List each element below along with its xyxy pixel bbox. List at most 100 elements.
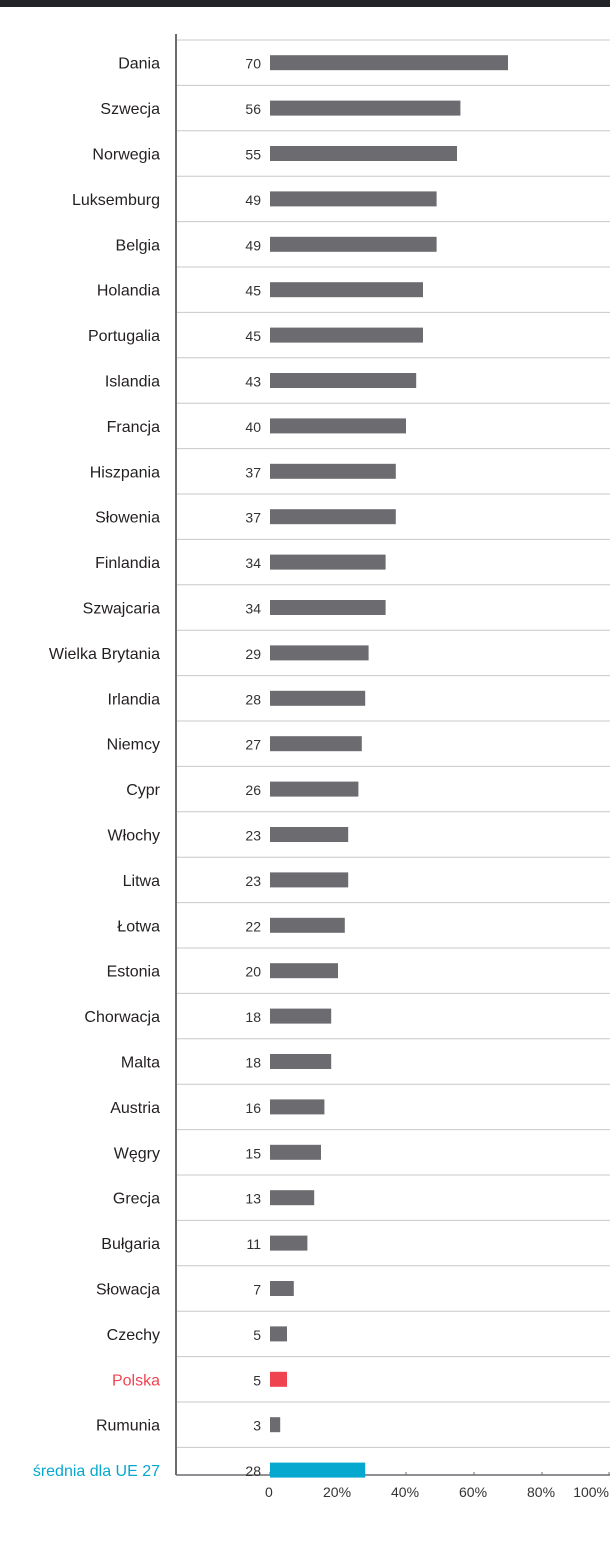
value-label-slowenia: 37 (245, 510, 261, 526)
bar-srednia-dla-ue-27 (270, 1462, 366, 1478)
value-label-wielka-brytania: 29 (245, 646, 261, 662)
bar-grecja (270, 1190, 315, 1206)
value-label-grecja: 13 (245, 1191, 261, 1207)
value-label-estonia: 20 (245, 964, 261, 980)
value-label-szwecja: 56 (245, 101, 261, 117)
x-tick-label: 100% (573, 1484, 609, 1500)
bar-slowacja (270, 1281, 294, 1296)
value-label-wlochy: 23 (245, 828, 261, 844)
category-label-lotwa: Łotwa (117, 918, 160, 935)
bar-litwa (270, 872, 349, 888)
bar-dania (270, 55, 508, 71)
value-label-hiszpania: 37 (245, 464, 261, 480)
category-label-finlandia: Finlandia (95, 555, 160, 572)
bar-wielka-brytania (270, 645, 369, 661)
category-label-hiszpania: Hiszpania (90, 464, 160, 481)
bar-cypr (270, 781, 359, 797)
value-label-belgia: 49 (245, 237, 261, 253)
bar-francja (270, 418, 406, 434)
value-label-czechy: 5 (253, 1327, 261, 1343)
x-tick-label: 40% (391, 1484, 419, 1500)
category-label-belgia: Belgia (116, 237, 161, 254)
category-label-slowenia: Słowenia (95, 510, 160, 527)
category-label-holandia: Holandia (97, 283, 160, 300)
bar-polska (270, 1371, 287, 1387)
top-bar (0, 0, 610, 7)
value-label-norwegia: 55 (245, 147, 261, 163)
category-label-bulgaria: Bułgaria (101, 1236, 160, 1253)
value-label-luksemburg: 49 (245, 192, 261, 208)
value-label-malta: 18 (245, 1055, 261, 1071)
bar-finlandia (270, 554, 386, 570)
category-label-szwecja: Szwecja (100, 101, 160, 118)
value-label-szwajcaria: 34 (245, 601, 261, 617)
bar-islandia (270, 373, 417, 388)
value-label-bulgaria: 11 (246, 1236, 261, 1252)
category-label-wlochy: Włochy (108, 828, 160, 845)
category-label-litwa: Litwa (123, 873, 160, 890)
value-label-slowacja: 7 (253, 1282, 261, 1298)
category-label-chorwacja: Chorwacja (84, 1009, 160, 1026)
bar-austria (270, 1099, 325, 1115)
bar-chorwacja (270, 1008, 332, 1024)
category-label-srednia-dla-ue-27: średnia dla UE 27 (33, 1463, 160, 1480)
value-label-portugalia: 45 (245, 328, 261, 344)
category-label-francja: Francja (107, 419, 160, 436)
x-tick-labels: 0 20% 40% 60% 80% 100% (265, 1484, 609, 1500)
bar-luksemburg (270, 191, 437, 207)
value-label-irlandia: 28 (245, 691, 261, 707)
value-labels: 7056554949454543403737343429282726232322… (245, 56, 261, 1479)
category-label-malta: Malta (121, 1055, 160, 1072)
x-tick-label: 80% (527, 1484, 555, 1500)
category-label-cypr: Cypr (126, 782, 160, 799)
value-label-dania: 70 (245, 56, 261, 72)
category-label-luksemburg: Luksemburg (72, 192, 160, 209)
category-labels: Dania Szwecja Norwegia Luksemburg Belgia Hola… (33, 56, 161, 1480)
value-label-lotwa: 22 (245, 918, 261, 934)
category-label-polska: Polska (112, 1372, 160, 1389)
bar-szwecja (270, 100, 461, 116)
axes (175, 34, 610, 1476)
bar-wlochy (270, 827, 349, 842)
bar-estonia (270, 963, 338, 979)
category-label-portugalia: Portugalia (88, 328, 160, 345)
category-label-irlandia: Irlandia (108, 691, 161, 708)
category-label-slowacja: Słowacja (96, 1282, 160, 1299)
row-separators (176, 39, 610, 1448)
bar-holandia (270, 282, 423, 298)
category-label-dania: Dania (118, 56, 160, 73)
value-label-wegry: 15 (245, 1145, 261, 1161)
bar-szwajcaria (270, 600, 386, 615)
value-label-finlandia: 34 (245, 555, 261, 571)
bars (270, 55, 508, 1478)
value-label-srednia-dla-ue-27: 28 (245, 1463, 261, 1479)
bar-bulgaria (270, 1235, 308, 1251)
category-label-austria: Austria (110, 1100, 160, 1117)
category-label-estonia: Estonia (107, 964, 160, 981)
value-label-austria: 16 (245, 1100, 261, 1116)
bar-belgia (270, 236, 437, 252)
bar-malta (270, 1054, 332, 1069)
category-label-islandia: Islandia (105, 374, 160, 391)
value-label-cypr: 26 (245, 782, 261, 798)
bar-niemcy (270, 736, 362, 752)
bar-irlandia (270, 690, 366, 706)
value-label-holandia: 45 (245, 283, 261, 299)
category-label-szwajcaria: Szwajcaria (83, 601, 160, 618)
category-label-wielka-brytania: Wielka Brytania (49, 646, 160, 663)
bar-rumunia (270, 1417, 281, 1433)
category-label-niemcy: Niemcy (107, 737, 160, 754)
x-tick-label: 60% (459, 1484, 487, 1500)
x-tick-label: 0 (265, 1484, 273, 1500)
category-label-wegry: Węgry (114, 1145, 160, 1162)
value-label-rumunia: 3 (253, 1418, 261, 1434)
category-label-czechy: Czechy (107, 1327, 160, 1344)
bar-slowenia (270, 509, 396, 525)
value-label-polska: 5 (253, 1372, 261, 1388)
category-label-grecja: Grecja (113, 1191, 160, 1208)
bar-norwegia (270, 146, 457, 161)
value-label-islandia: 43 (245, 374, 261, 390)
value-label-niemcy: 27 (245, 737, 261, 753)
category-label-norwegia: Norwegia (92, 147, 160, 164)
